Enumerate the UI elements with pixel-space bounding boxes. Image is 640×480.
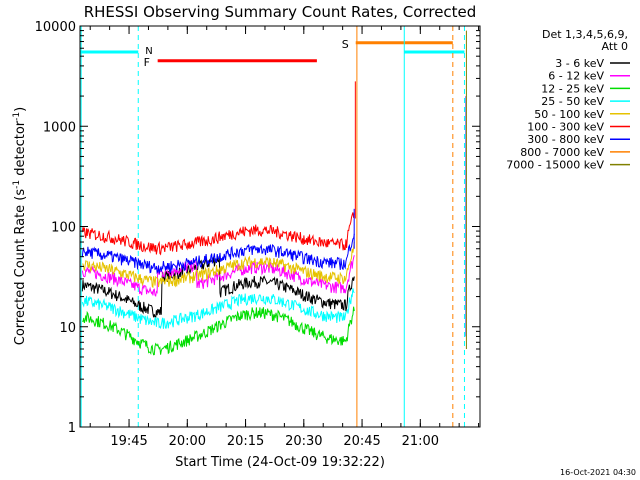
x-tick-label: 20:15 bbox=[227, 434, 264, 449]
legend-entry-label: 100 - 300 keV bbox=[527, 121, 604, 134]
plot-frame bbox=[79, 25, 481, 428]
legend-header-line2: Att 0 bbox=[602, 40, 628, 53]
legend-entry-label: 300 - 800 keV bbox=[527, 133, 604, 146]
legend-entry-label: 25 - 50 keV bbox=[541, 95, 604, 108]
series-trace bbox=[81, 233, 355, 275]
x-tick-label: 21:00 bbox=[402, 434, 439, 449]
legend-entry-label: 3 - 6 keV bbox=[555, 57, 604, 70]
y-tick-label: 100 bbox=[51, 221, 76, 236]
y-tick-label: 10 bbox=[59, 321, 76, 336]
legend-entry-label: 6 - 12 keV bbox=[548, 70, 604, 83]
y-tick-label: 1000 bbox=[43, 120, 76, 135]
saa-flag-label: S bbox=[342, 38, 349, 51]
legend-entry-label: 7000 - 15000 keV bbox=[506, 159, 604, 172]
footer-date: 16-Oct-2021 04:30 bbox=[560, 468, 636, 477]
series-trace bbox=[82, 306, 355, 356]
legend-entry-label: 12 - 25 keV bbox=[541, 82, 604, 95]
legend-entry-label: 50 - 100 keV bbox=[534, 108, 604, 121]
series-trace bbox=[81, 256, 355, 320]
y-axis: 1 10 100 1000 10000 bbox=[35, 20, 480, 436]
x-tick-label: 20:45 bbox=[343, 434, 380, 449]
y-tick-label: 1 bbox=[68, 421, 76, 436]
series-trace bbox=[81, 288, 355, 330]
flare-flag-label: F bbox=[144, 56, 150, 69]
x-tick-label: 20:30 bbox=[285, 434, 322, 449]
x-tick-label: 19:45 bbox=[110, 434, 147, 449]
x-axis: 19:45 20:00 20:15 20:30 20:45 21:00 bbox=[89, 26, 480, 449]
legend-entry-label: 800 - 7000 keV bbox=[520, 146, 604, 159]
y-axis-label-sup2: -1 bbox=[12, 112, 22, 121]
chart-title: RHESSI Observing Summary Count Rates, Co… bbox=[84, 3, 477, 21]
y-axis-label-end: ) bbox=[13, 107, 28, 112]
y-axis-label-main: Corrected Count Rate (s bbox=[13, 189, 28, 346]
series-trace bbox=[82, 241, 355, 289]
series-trace bbox=[81, 212, 355, 256]
x-axis-label: Start Time (24-Oct-09 19:32:22) bbox=[175, 455, 385, 470]
y-tick-label: 10000 bbox=[35, 20, 76, 35]
y-axis-label-sup1: -1 bbox=[12, 180, 22, 189]
y-axis-label: Corrected Count Rate (s-1 detector-1) bbox=[12, 107, 28, 345]
plot-area: NF S bbox=[80, 26, 467, 427]
night-flag-label: N bbox=[145, 46, 152, 57]
x-tick-label: 20:00 bbox=[169, 434, 206, 449]
y-axis-label-mid: detector bbox=[13, 120, 28, 180]
legend-header-line1: Det 1,3,4,5,6,9, bbox=[542, 28, 628, 41]
